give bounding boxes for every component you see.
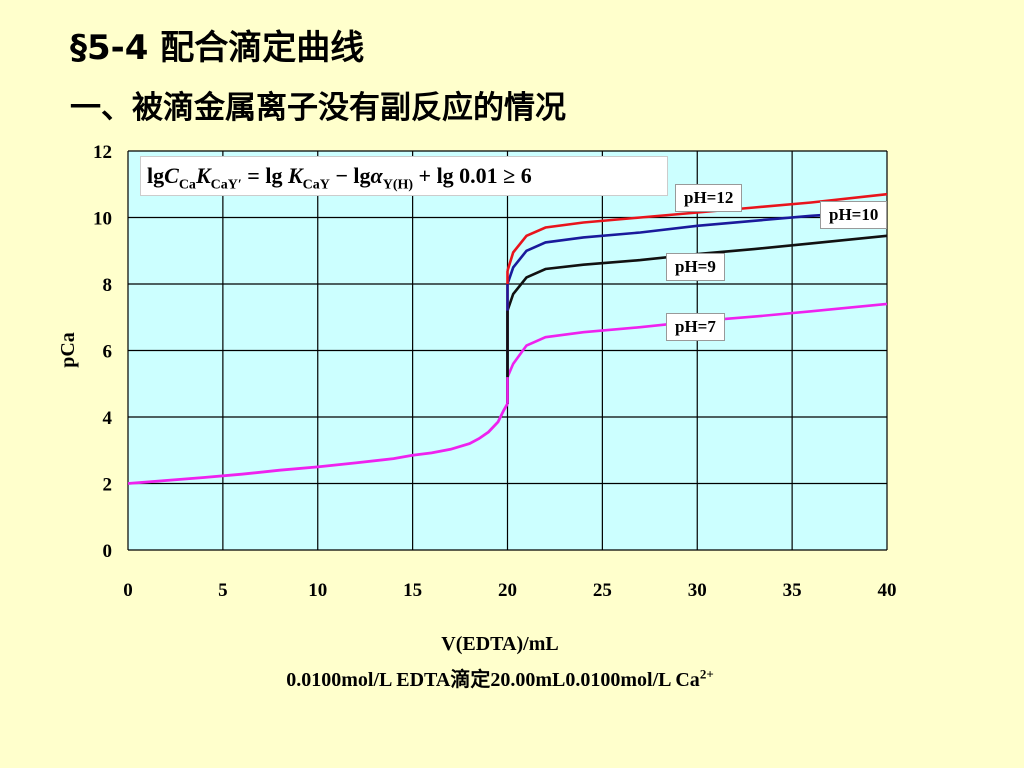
x-tick-label: 5: [218, 580, 228, 601]
y-tick-label: 10: [93, 209, 112, 230]
chart-caption: 0.0100mol/L EDTA滴定20.00mL0.0100mol/L Ca2…: [286, 666, 714, 691]
label-ph10: pH=10: [820, 201, 888, 229]
x-tick-label: 10: [308, 580, 327, 601]
x-axis-title: V(EDTA)/mL: [441, 633, 558, 655]
y-tick-label: 4: [103, 408, 113, 429]
x-tick-label: 25: [593, 580, 612, 601]
y-tick-label: 8: [103, 275, 113, 296]
series-line: [506, 234, 888, 312]
label-ph7: pH=7: [666, 313, 725, 341]
x-tick-label: 0: [123, 580, 133, 601]
y-tick-label: 0: [103, 541, 113, 562]
x-tick-label: 20: [498, 580, 517, 601]
series-line: [506, 192, 888, 272]
series-lines: [127, 192, 888, 485]
x-tick-label: 40: [878, 580, 897, 601]
label-ph12: pH=12: [675, 184, 743, 212]
y-axis-title: pCa: [57, 332, 79, 368]
page-subtitle: 一、被滴金属离子没有副反应的情况: [70, 90, 566, 126]
axis-ticks: 0 5 10 15 20 25 30 35 40 0 2 4 6 8 10 12: [93, 142, 897, 601]
label-ph9: pH=9: [666, 253, 725, 281]
y-tick-label: 12: [93, 142, 112, 163]
condition-formula: lgCCaKCaY′ = lg KCaY − lgαY(H) + lg 0.01…: [140, 156, 668, 196]
y-tick-label: 6: [103, 342, 113, 363]
y-tick-label: 2: [103, 475, 113, 496]
page-title: §5-4 配合滴定曲线: [70, 28, 365, 68]
series-line: [506, 209, 888, 285]
x-tick-label: 15: [403, 580, 422, 601]
caption-superscript: 2+: [699, 666, 714, 682]
x-tick-label: 35: [783, 580, 802, 601]
pre-equivalence-line: [127, 403, 509, 485]
x-tick-label: 30: [688, 580, 707, 601]
series-line: [506, 302, 888, 378]
